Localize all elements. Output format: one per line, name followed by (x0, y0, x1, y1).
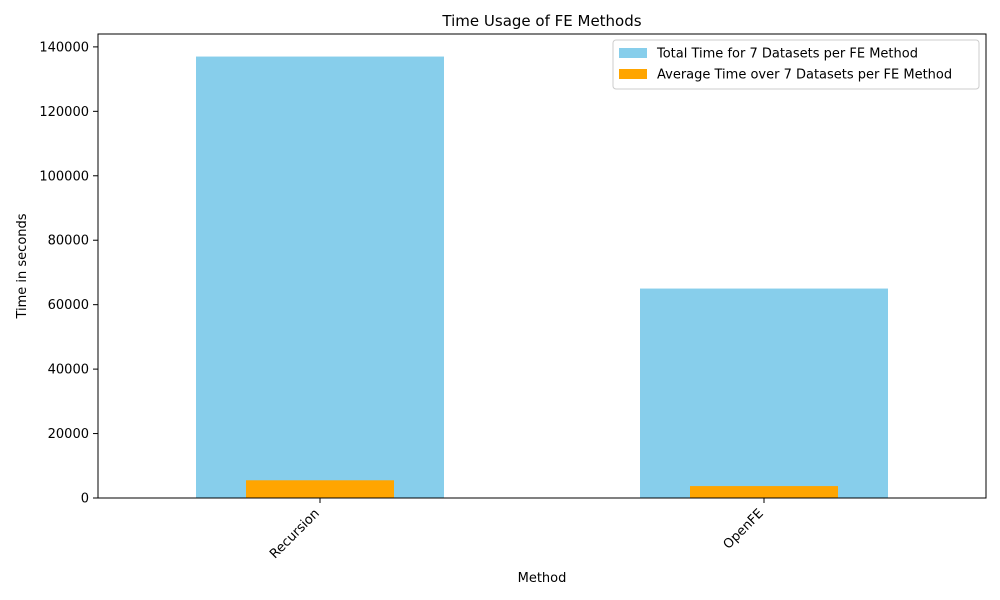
x-axis-label: Method (518, 571, 567, 586)
y-tick-label: 120000 (39, 105, 89, 120)
y-axis: 0 20000 40000 60000 80000 100000 120000 140000 (39, 40, 98, 507)
y-tick-label: 100000 (39, 169, 89, 184)
x-tick-label-recursion: Recursion (267, 506, 323, 562)
legend-label: Average Time over 7 Datasets per FE Meth… (657, 68, 952, 83)
y-tick-label: 20000 (48, 427, 89, 442)
legend-frame (612, 39, 980, 90)
x-axis: Recursion OpenFE (267, 498, 767, 562)
legend-swatch (619, 69, 647, 79)
y-tick-label: 60000 (48, 298, 89, 313)
chart-title: Time Usage of FE Methods (441, 12, 641, 30)
y-tick-label: 40000 (48, 363, 89, 378)
y-tick-label: 0 (81, 492, 89, 507)
bar-total-openfe (640, 288, 888, 498)
y-axis-label: Time in seconds (15, 213, 30, 319)
legend-label: Total Time for 7 Datasets per FE Method (656, 47, 918, 62)
legend: Total Time for 7 Datasets per FE Method A… (612, 39, 980, 90)
y-tick-label: 80000 (48, 234, 89, 249)
plot-frame (97, 33, 987, 499)
y-tick-label: 140000 (39, 40, 89, 55)
bar-total-recursion (196, 56, 444, 499)
bar-average-openfe (690, 486, 838, 498)
bars-layer (196, 56, 888, 499)
legend-swatch (619, 48, 647, 58)
bar-average-recursion (246, 480, 394, 498)
x-tick-label-openfe: OpenFE (721, 506, 767, 552)
